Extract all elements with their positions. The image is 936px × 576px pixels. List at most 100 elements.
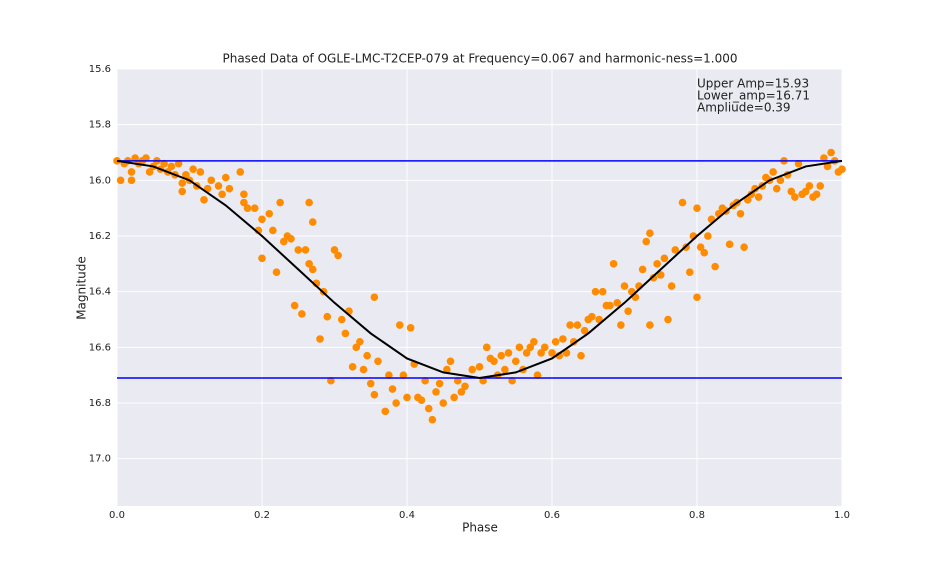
data-point	[174, 159, 183, 168]
y-tick-label: 16.6	[89, 342, 111, 353]
data-point	[279, 237, 288, 246]
data-point	[533, 371, 542, 379]
x-axis-label: Phase	[462, 521, 498, 535]
data-point	[700, 248, 709, 257]
data-point	[540, 343, 549, 352]
data-point	[693, 204, 701, 212]
data-point	[308, 218, 317, 226]
data-point	[801, 187, 810, 196]
data-point	[142, 154, 150, 162]
data-point	[178, 187, 187, 196]
data-point	[736, 209, 745, 218]
data-point	[243, 204, 252, 212]
data-point	[298, 310, 306, 318]
data-point	[348, 363, 357, 371]
data-point	[385, 371, 393, 379]
data-point	[827, 148, 835, 157]
data-point	[341, 329, 350, 338]
x-tick-label: 0.4	[399, 510, 415, 521]
data-point	[646, 321, 654, 329]
data-point	[290, 301, 299, 310]
data-point	[504, 349, 513, 357]
data-point	[196, 168, 205, 176]
y-tick-label: 16.2	[89, 231, 111, 242]
x-tick-label: 1.0	[834, 510, 850, 521]
data-point	[424, 404, 433, 413]
data-point	[497, 351, 506, 360]
data-point	[316, 335, 324, 343]
data-point	[399, 371, 408, 379]
data-point	[678, 198, 687, 207]
data-point	[337, 315, 346, 324]
data-point	[642, 237, 651, 246]
data-point	[269, 226, 277, 235]
data-point	[754, 193, 763, 201]
data-point	[250, 204, 259, 212]
data-point	[453, 376, 462, 385]
data-point	[225, 184, 234, 193]
data-point	[127, 176, 136, 185]
data-point	[530, 337, 538, 346]
data-point	[352, 343, 361, 352]
data-point	[638, 265, 647, 274]
fit-line	[116, 159, 843, 379]
data-point	[308, 265, 317, 274]
data-point	[272, 268, 281, 276]
data-point	[301, 246, 310, 254]
data-point	[388, 385, 397, 393]
data-point	[693, 293, 701, 302]
data-point	[812, 190, 821, 199]
data-point	[794, 159, 803, 168]
data-point	[468, 365, 477, 374]
data-point	[609, 260, 618, 268]
data-point	[167, 162, 176, 171]
data-point	[479, 376, 487, 385]
data-point	[653, 260, 661, 268]
marks	[113, 148, 846, 424]
data-point	[671, 246, 680, 254]
data-point	[522, 349, 531, 357]
y-tick-label: 15.6	[89, 64, 111, 75]
data-point	[446, 357, 455, 366]
data-point	[577, 351, 585, 360]
data-point	[200, 196, 208, 204]
data-point	[740, 243, 748, 251]
data-point	[258, 215, 266, 224]
data-point	[667, 282, 676, 290]
data-point	[791, 193, 799, 201]
data-point	[588, 312, 596, 321]
data-point	[327, 376, 335, 385]
data-point	[428, 415, 437, 424]
y-tick-label: 16.0	[89, 175, 111, 186]
y-axis-label: Magnitude	[75, 256, 89, 320]
annotation: Ampliude=0.39	[697, 101, 791, 115]
data-point	[704, 232, 712, 240]
data-point	[334, 251, 342, 260]
data-point	[450, 393, 458, 402]
data-point	[221, 173, 230, 182]
data-point	[366, 379, 375, 388]
data-point	[189, 165, 197, 174]
data-point	[403, 393, 411, 402]
annotation: Lower_amp=16.71	[697, 89, 810, 103]
data-point	[443, 365, 451, 374]
data-point	[823, 162, 832, 171]
data-point	[127, 168, 136, 176]
data-point	[432, 388, 440, 396]
data-point	[743, 196, 752, 204]
x-tick-label: 0.8	[689, 510, 705, 521]
data-point	[214, 182, 223, 190]
data-point	[207, 176, 216, 185]
data-point	[656, 271, 665, 279]
data-point	[461, 382, 469, 391]
data-point	[435, 379, 444, 388]
data-point	[236, 168, 245, 176]
data-point	[598, 287, 607, 296]
data-point	[421, 376, 429, 385]
data-point	[374, 357, 382, 366]
data-point	[548, 349, 556, 357]
data-point	[613, 299, 622, 307]
data-point	[838, 165, 846, 174]
